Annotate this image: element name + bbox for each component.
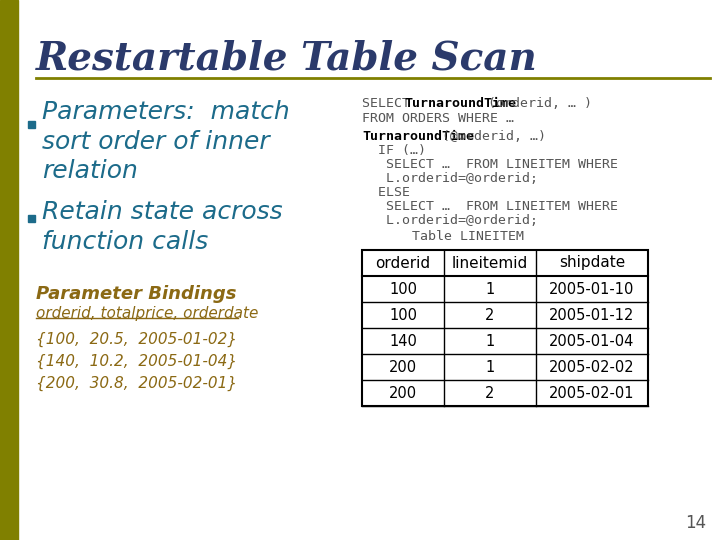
Text: L.orderid=@orderid;: L.orderid=@orderid; <box>362 172 538 185</box>
Bar <box>28 121 35 128</box>
Text: 2005-02-02: 2005-02-02 <box>549 360 635 375</box>
Text: 200: 200 <box>389 360 417 375</box>
Text: Retain state across
function calls: Retain state across function calls <box>42 200 283 254</box>
Text: SELECT: SELECT <box>362 97 418 110</box>
Text: ELSE: ELSE <box>362 186 410 199</box>
Text: Table LINEITEM: Table LINEITEM <box>412 230 524 243</box>
Text: Restartable Table Scan: Restartable Table Scan <box>36 40 538 78</box>
Text: 1: 1 <box>485 281 495 296</box>
Text: 2005-01-04: 2005-01-04 <box>549 334 635 348</box>
Text: SELECT …  FROM LINEITEM WHERE: SELECT … FROM LINEITEM WHERE <box>362 158 618 171</box>
Text: 2005-01-12: 2005-01-12 <box>549 307 635 322</box>
Text: 100: 100 <box>389 281 417 296</box>
Text: SELECT …  FROM LINEITEM WHERE: SELECT … FROM LINEITEM WHERE <box>362 200 618 213</box>
Text: 2: 2 <box>485 386 495 401</box>
Text: L.orderid=@orderid;: L.orderid=@orderid; <box>362 214 538 227</box>
Text: TurnaroundTime: TurnaroundTime <box>362 130 474 143</box>
Text: orderid, totalprice, orderdate: orderid, totalprice, orderdate <box>36 306 258 321</box>
Text: (orderid, … ): (orderid, … ) <box>488 97 592 110</box>
Text: Parameters:  match
sort order of inner
relation: Parameters: match sort order of inner re… <box>42 100 289 184</box>
Text: orderid: orderid <box>375 255 431 271</box>
Text: 140: 140 <box>389 334 417 348</box>
Text: {100,  20.5,  2005-01-02}: {100, 20.5, 2005-01-02} <box>36 332 237 347</box>
Text: 2005-02-01: 2005-02-01 <box>549 386 635 401</box>
Text: 14: 14 <box>685 514 706 532</box>
Text: {140,  10.2,  2005-01-04}: {140, 10.2, 2005-01-04} <box>36 354 237 369</box>
Bar <box>362 250 648 406</box>
Bar <box>0 0 18 540</box>
Text: shipdate: shipdate <box>559 255 625 271</box>
Text: 100: 100 <box>389 307 417 322</box>
Text: 200: 200 <box>389 386 417 401</box>
Text: 1: 1 <box>485 334 495 348</box>
Text: Parameter Bindings: Parameter Bindings <box>36 285 236 303</box>
Text: FROM ORDERS WHERE …: FROM ORDERS WHERE … <box>362 112 514 125</box>
Text: 2005-01-10: 2005-01-10 <box>549 281 635 296</box>
Text: {200,  30.8,  2005-02-01}: {200, 30.8, 2005-02-01} <box>36 376 237 391</box>
Text: IF (…): IF (…) <box>362 144 426 157</box>
Text: TurnaroundTime: TurnaroundTime <box>404 97 516 110</box>
Text: 1: 1 <box>485 360 495 375</box>
Text: lineitemid: lineitemid <box>452 255 528 271</box>
Bar <box>28 215 35 222</box>
Text: 2: 2 <box>485 307 495 322</box>
Text: (@orderid, …): (@orderid, …) <box>442 130 546 143</box>
